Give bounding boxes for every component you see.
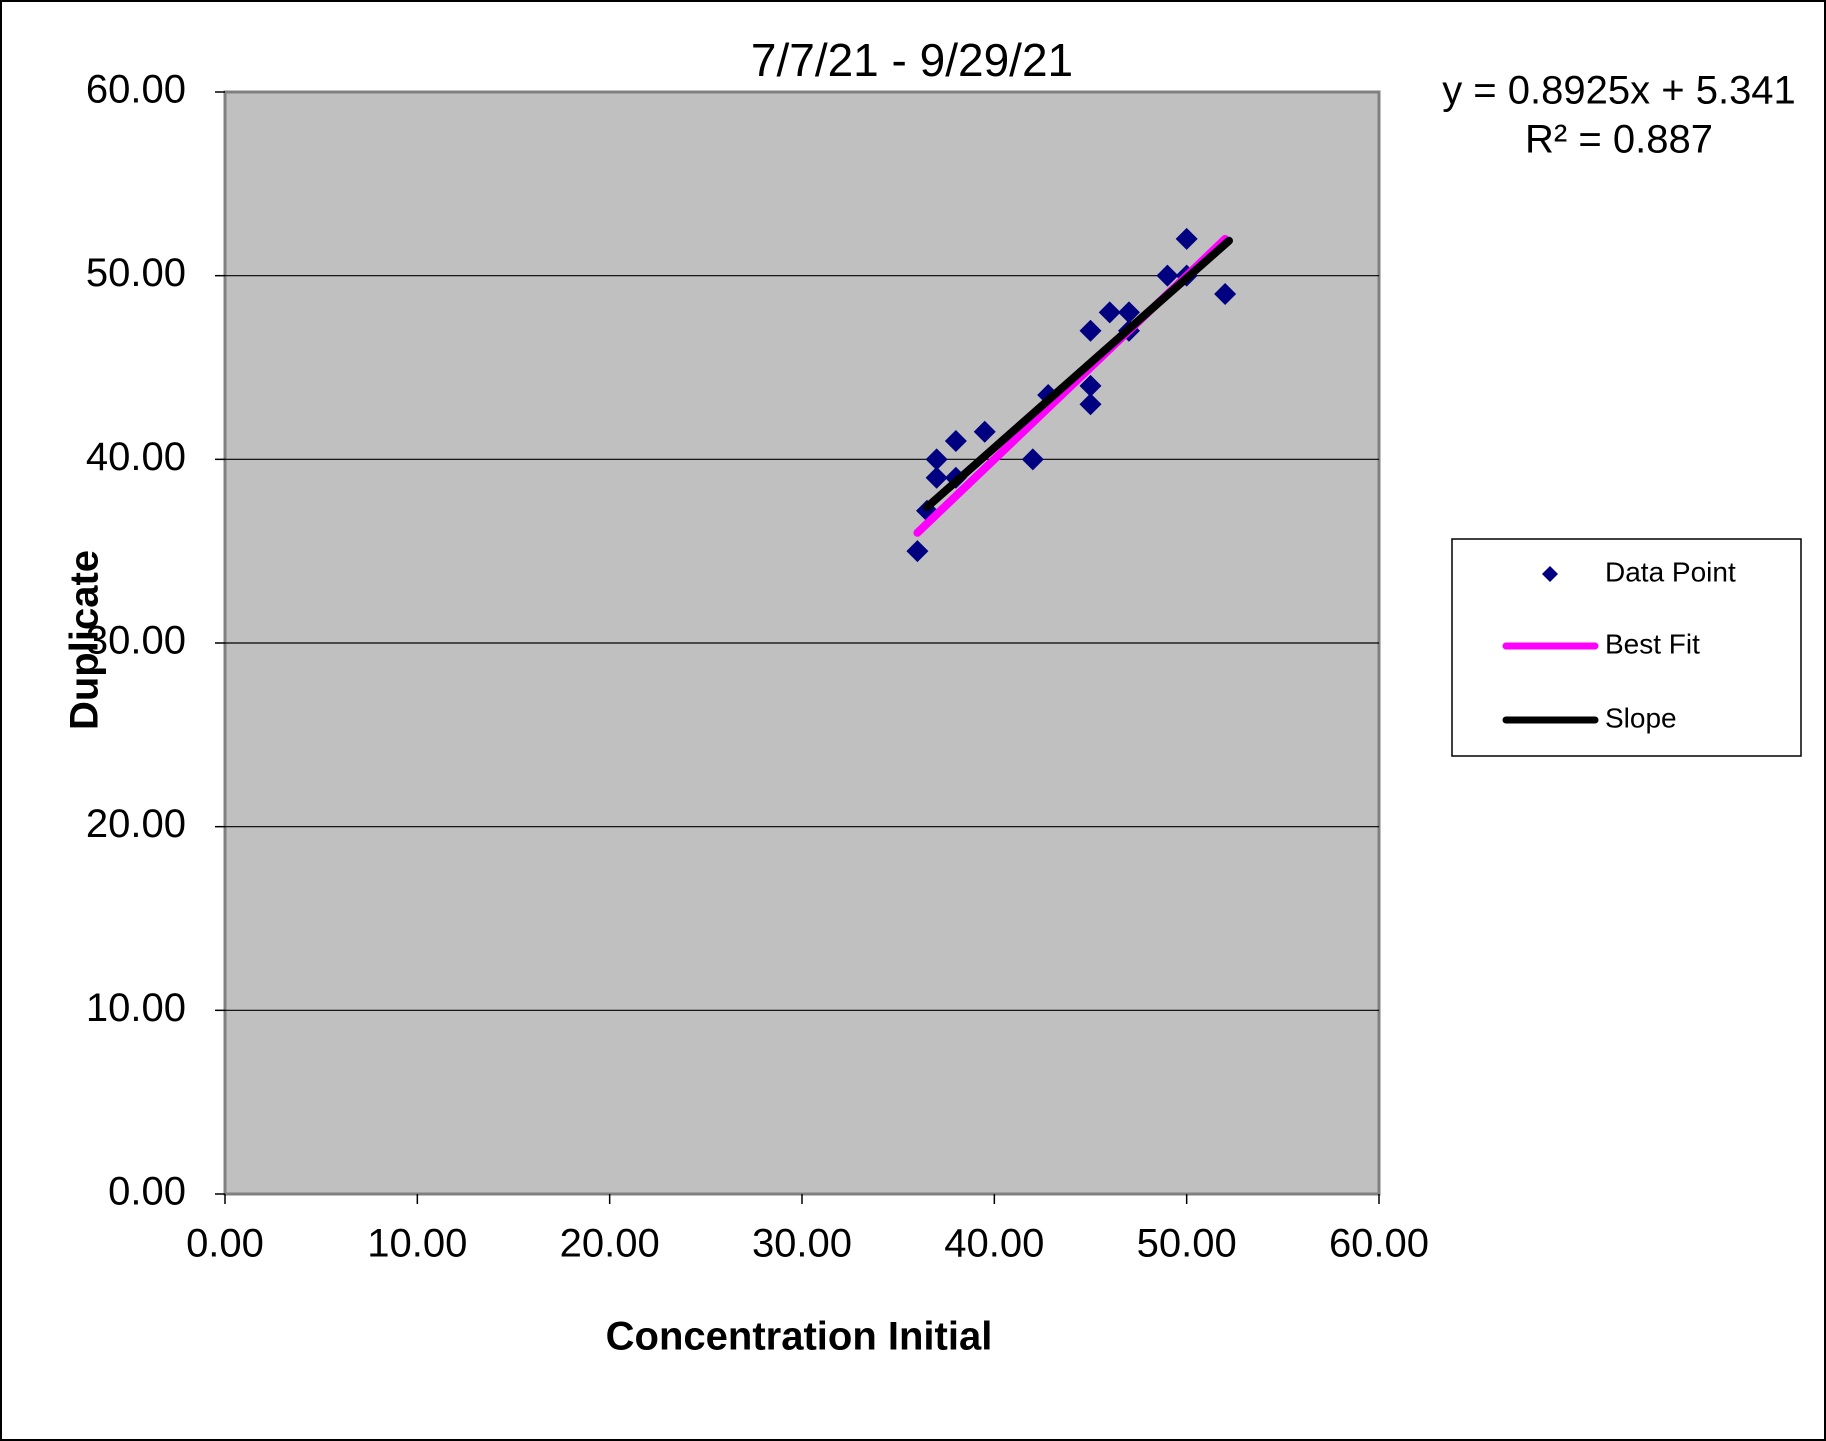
data-point: [1156, 264, 1179, 287]
data-point: [1098, 301, 1121, 324]
r-squared: R² = 0.887: [1525, 118, 1713, 162]
legend-marker: [1542, 566, 1558, 582]
fit-line: [923, 236, 1233, 512]
data-point: [973, 420, 996, 443]
x-tick-label: 30.00: [752, 1222, 852, 1266]
y-tick-label: 10.00: [86, 986, 186, 1030]
y-tick-label: 0.00: [108, 1170, 186, 1214]
y-tick-label: 60.00: [86, 68, 186, 112]
legend-label: Slope: [1605, 702, 1677, 733]
data-point: [925, 466, 948, 489]
data-point: [1079, 393, 1102, 416]
data-point: [1175, 227, 1198, 250]
legend-label: Data Point: [1605, 556, 1736, 587]
x-axis-title: Concentration Initial: [606, 1315, 993, 1359]
y-tick-label: 20.00: [86, 802, 186, 846]
x-tick-label: 0.00: [186, 1222, 264, 1266]
y-tick-label: 30.00: [86, 619, 186, 663]
x-tick-label: 60.00: [1329, 1222, 1429, 1266]
data-point: [1214, 283, 1237, 306]
x-tick-label: 20.00: [560, 1222, 660, 1266]
y-tick-label: 50.00: [86, 251, 186, 295]
x-tick-label: 10.00: [367, 1222, 467, 1266]
data-point: [1117, 301, 1140, 324]
legend-label: Best Fit: [1605, 628, 1700, 659]
data-point: [1079, 319, 1102, 342]
data-point: [906, 540, 929, 563]
data-point: [944, 429, 967, 452]
equation: y = 0.8925x + 5.341: [1442, 69, 1796, 113]
data-point: [1021, 448, 1044, 471]
data-point: [1079, 374, 1102, 397]
data-point: [925, 448, 948, 471]
y-axis-title: Duplicate: [63, 550, 107, 730]
y-tick-label: 40.00: [86, 435, 186, 479]
chart-title: 7/7/21 - 9/29/21: [751, 34, 1073, 86]
x-tick-label: 50.00: [1137, 1222, 1237, 1266]
x-tick-label: 40.00: [944, 1222, 1044, 1266]
